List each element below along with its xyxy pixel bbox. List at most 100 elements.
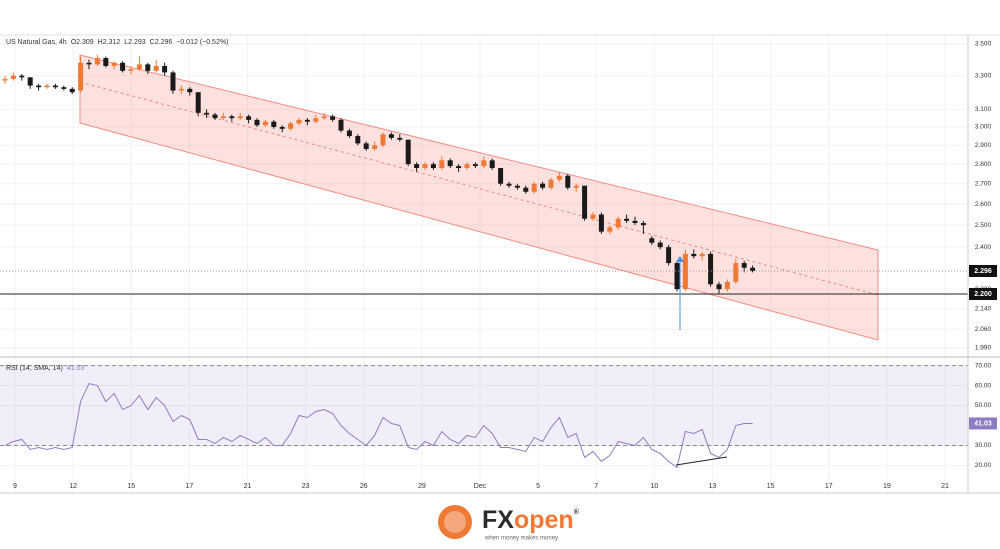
y-tick-label: 3.100 [975,106,992,113]
candle-body [724,281,730,290]
candle-body [220,116,226,119]
candle-body [481,160,487,167]
chart-area [0,35,1000,493]
y-tick-label: 2.900 [975,142,992,149]
candle-body [380,134,386,146]
candle-body [750,267,756,271]
rsi-legend: RSI (14, SMA, 14) 41.03 [6,365,84,372]
candle-body [229,116,235,119]
candle-body [640,223,646,226]
rsi-value-label: 41.03 [974,420,992,427]
candle-body [321,116,327,119]
quote: C2.296 [150,39,173,46]
rsi-value-box [969,417,997,430]
x-tick-label: 21 [941,483,949,490]
level-box [969,287,997,300]
candle-body [27,77,33,86]
candle-body [330,116,336,120]
candle-body [288,123,294,129]
candle-body [10,75,16,79]
x-tick-label: 26 [360,483,368,490]
candle-body [716,284,722,290]
brand-suffix: open [514,506,574,534]
plot: 9 12 15 17 21 23 26 29 Dec 5 7 10 13 15 17 19 21 3.500 3.3… [0,41,997,490]
candle-body [741,263,747,268]
y-tick-label: 2.140 [975,306,992,313]
y-tick-label: 20.00 [975,462,992,469]
candle-body [456,166,462,169]
candle-body [657,242,663,248]
rsi-title: RSI (14, SMA, 14) [6,365,63,372]
candle-body [598,214,604,232]
candle-body [237,116,243,119]
candle-body [699,253,705,257]
arrow-head [676,256,684,262]
x-tick-label: Dec [474,483,487,490]
divergence-line [675,456,728,466]
candle-body [271,121,277,127]
y-tick-label: 70.00 [975,362,992,369]
candle-body [565,175,571,188]
quote: H2.312 [98,39,121,46]
logo: FXopen® when money makes money [438,505,580,542]
y-tick-label: 2.060 [975,326,992,333]
candle-body [708,253,714,285]
candle-body [162,65,168,73]
candle-body [355,136,361,144]
brand-prefix: FX [482,506,514,534]
candle-body [136,64,142,70]
x-tick-label: 15 [767,483,775,490]
candle-body [178,88,184,91]
y-tick-label: 2.600 [975,201,992,208]
candle-body [632,220,638,224]
candle-body [338,119,344,131]
candle-body [649,238,655,243]
y-tick-label: 60.00 [975,382,992,389]
candle-body [607,227,613,232]
y-tick-label: 3.300 [975,72,992,79]
candle-body [464,164,470,169]
candle-body [540,183,546,188]
quote: −0.012 (−0.52%) [176,39,228,46]
rsi-value: 41.03 [67,365,85,372]
x-tick-label: 17 [825,483,833,490]
y-tick-label: 2.800 [975,161,992,168]
x-tick-label: 29 [418,483,426,490]
symbol: US Natural Gas, 4h [6,39,67,46]
candle-body [556,175,562,180]
y-tick-label: 3.500 [975,41,992,48]
candle-body [52,85,58,88]
candle-body [363,143,369,149]
candle-body [279,126,285,129]
candle-body [405,139,411,165]
y-tick-label: 50.00 [975,402,992,409]
candle-body [422,164,428,169]
last-price-box [969,264,997,277]
logo-icon [444,511,466,533]
candle-body [514,185,520,188]
x-tick-label: 13 [709,483,717,490]
candle-body [573,185,579,188]
x-tick-label: 5 [536,483,540,490]
candle-body [78,62,84,91]
y-tick-label: 1.990 [975,345,992,352]
candle-body [69,88,75,93]
candle-body [145,64,151,71]
candle-body [44,85,50,88]
candle-body [489,160,495,169]
candle-body [733,263,739,282]
y-tick-label: 2.400 [975,244,992,251]
x-tick-label: 9 [13,483,17,490]
candle-body [624,218,630,221]
x-tick-label: 23 [302,483,310,490]
candle-body [531,183,537,192]
rsi-line [4,382,753,469]
candle-body [666,247,672,264]
candle-body [372,145,378,149]
candle-body [61,87,67,89]
candle-body [498,168,504,184]
chart-legend: US Natural Gas, 4h O2.309 H2.312 L2.293 C2.2… [6,39,228,46]
y-tick-label: 2.700 [975,180,992,187]
